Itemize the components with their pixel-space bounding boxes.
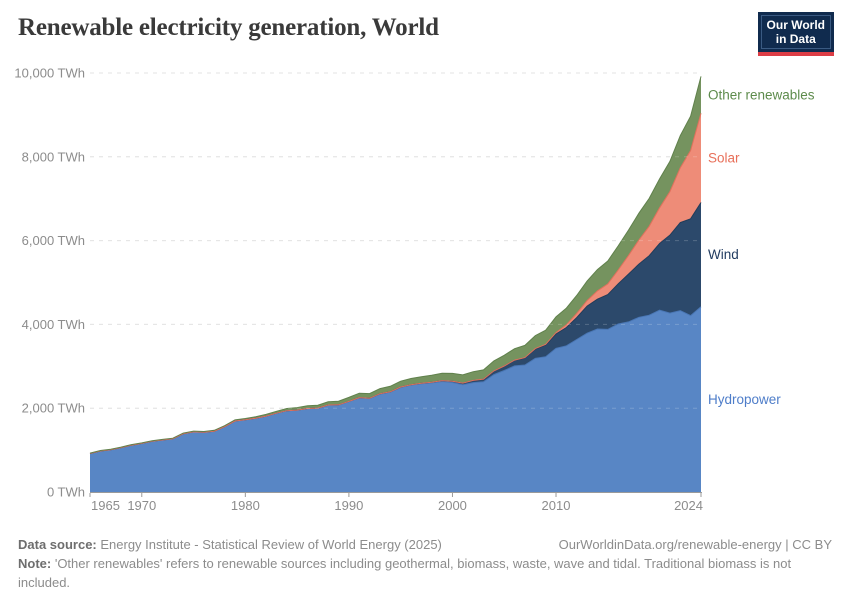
x-axis-tick-label: 1970 <box>127 498 156 513</box>
x-axis-tick-label: 1980 <box>231 498 260 513</box>
series-label-wind[interactable]: Wind <box>708 247 739 262</box>
credit-line: OurWorldinData.org/renewable-energy | CC… <box>559 536 832 554</box>
footnote-text: 'Other renewables' refers to renewable s… <box>18 556 792 590</box>
stacked-area-chart[interactable]: 0 TWh 2,000 TWh 4,000 TWh 6,000 TWh 8,000 TW… <box>0 60 850 534</box>
series-label-other-renewables[interactable]: Other renewables <box>708 87 815 102</box>
footnote: Note: 'Other renewables' refers to renew… <box>18 555 808 592</box>
area-hydropower[interactable] <box>90 306 701 492</box>
x-axis-tick-label: 1965 <box>91 498 120 513</box>
footer-row: Data source: Energy Institute - Statisti… <box>18 536 832 554</box>
data-source-label: Data source: <box>18 537 97 552</box>
owid-logo-line1: Our World <box>766 18 825 32</box>
credit-separator: | <box>781 537 793 552</box>
data-source-text: Energy Institute - Statistical Review of… <box>96 537 442 552</box>
x-axis-tick-label: 2024 <box>674 498 703 513</box>
owid-logo-line2: in Data <box>775 32 816 47</box>
license-link[interactable]: CC BY <box>792 537 832 552</box>
y-axis-tick-label: 6,000 TWh <box>22 233 85 248</box>
x-axis-tick-label: 2010 <box>542 498 571 513</box>
footer: Data source: Energy Institute - Statisti… <box>0 534 850 592</box>
owid-logo-text: Our World in Data <box>760 15 831 50</box>
series-label-hydropower[interactable]: Hydropower <box>708 392 781 407</box>
owid-logo[interactable]: Our World in Data <box>757 12 834 57</box>
owid-url-link[interactable]: OurWorldinData.org/renewable-energy <box>558 537 782 552</box>
y-axis-tick-label: 4,000 TWh <box>22 317 85 332</box>
y-axis-tick-label: 10,000 TWh <box>14 66 85 81</box>
x-axis-tick-label: 2000 <box>438 498 467 513</box>
header: Renewable electricity generation, World … <box>0 0 850 57</box>
area-edge-other-renewables <box>89 76 702 454</box>
area-edge-solar <box>89 113 702 454</box>
series-label-solar[interactable]: Solar <box>708 150 740 165</box>
data-source: Data source: Energy Institute - Statisti… <box>18 536 442 554</box>
x-axis-tick-label: 1990 <box>334 498 363 513</box>
footnote-label: Note: <box>18 556 52 572</box>
y-axis-tick-label: 0 TWh <box>47 485 85 500</box>
y-axis-tick-label: 2,000 TWh <box>22 401 85 416</box>
area-wind[interactable] <box>90 202 701 454</box>
chart-title: Renewable electricity generation, World <box>18 14 439 41</box>
y-axis-tick-label: 8,000 TWh <box>22 149 85 164</box>
